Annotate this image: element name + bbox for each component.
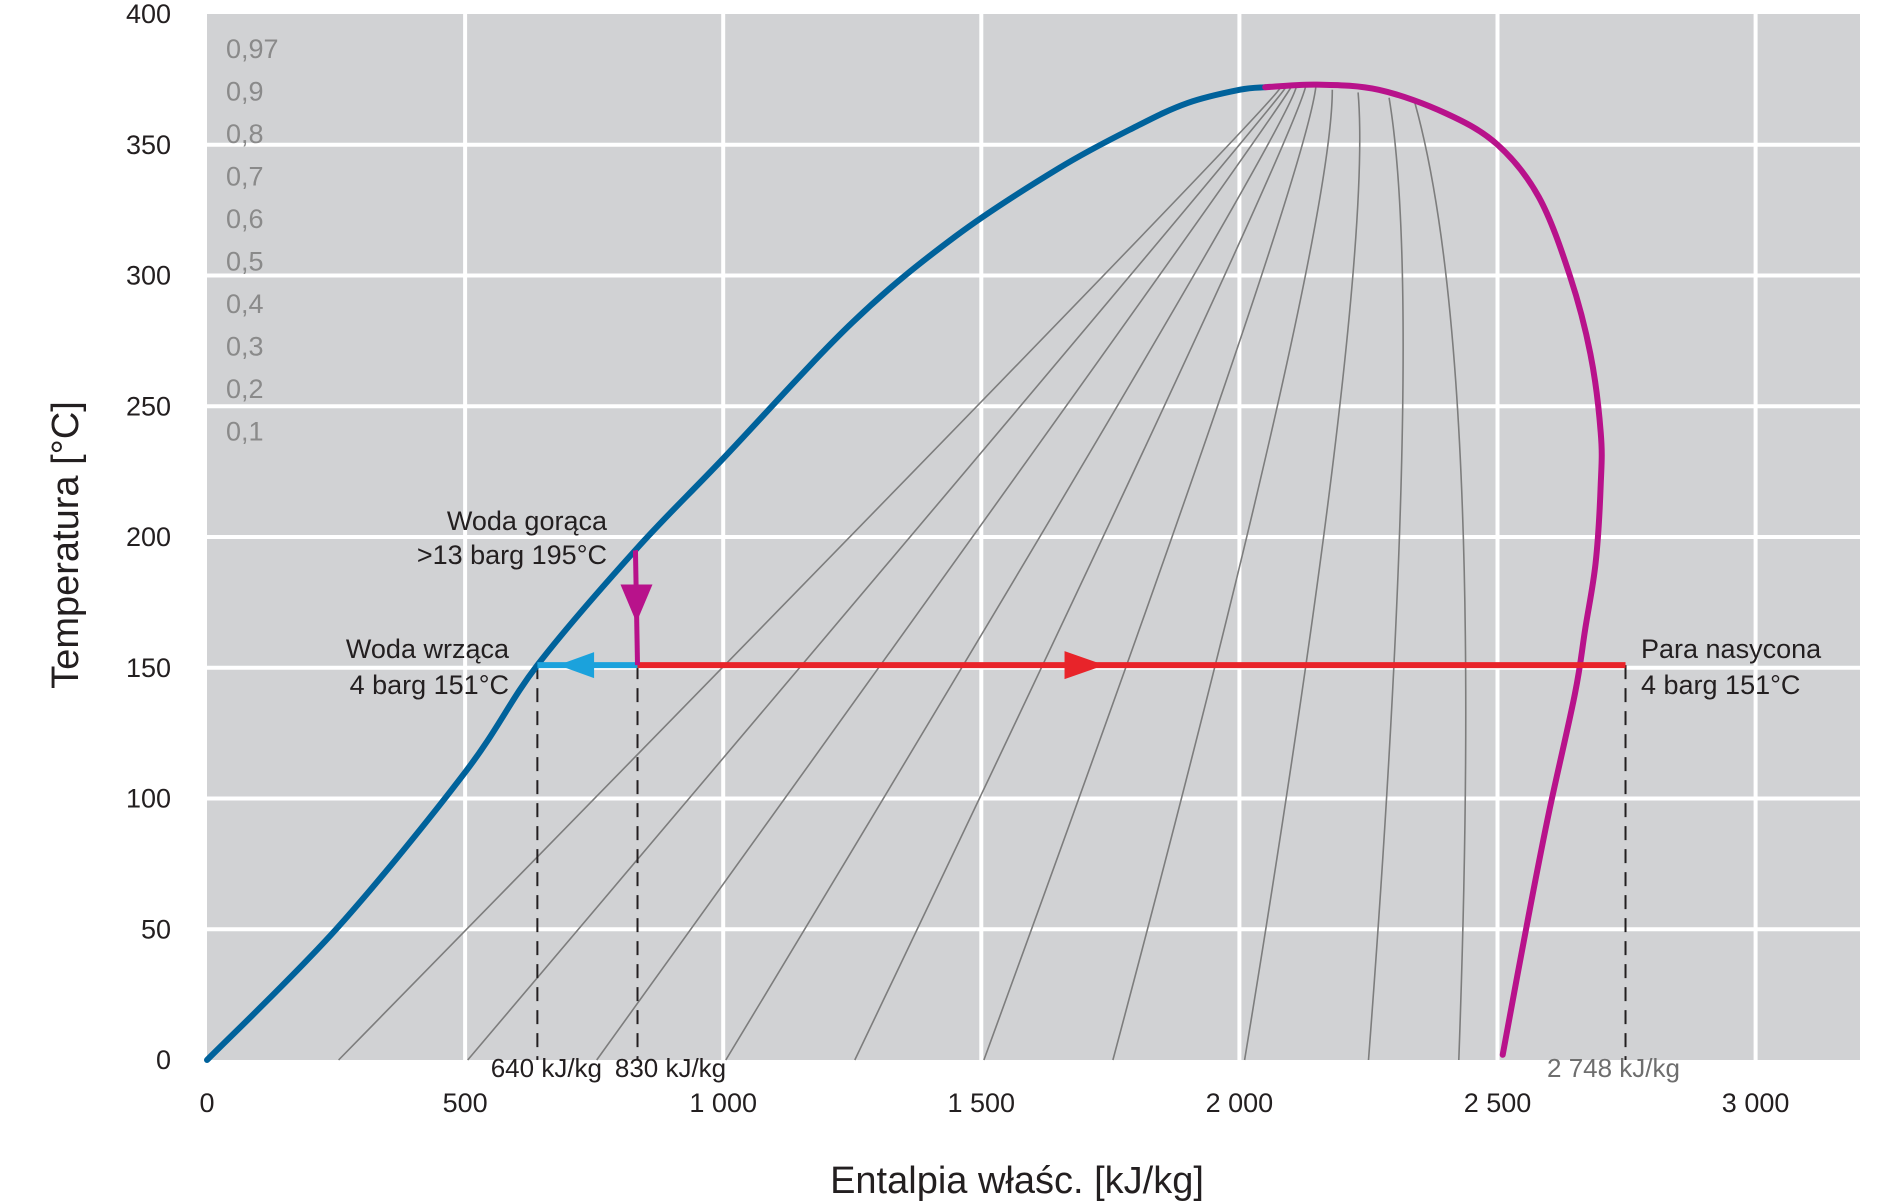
quality-label-5: 0,5 [226,247,264,277]
quality-line-8 [1367,97,1404,1061]
marker-label-2: 2 748 kJ/kg [1547,1053,1680,1083]
process-lines [537,550,1626,680]
quality-line-1 [467,86,1287,1061]
marker-label-0: 640 kJ/kg [491,1053,602,1083]
x-tick-label-6: 3 000 [1722,1088,1790,1118]
quality-line-9 [1414,102,1467,1061]
y-tick-label-8: 400 [126,0,171,29]
evaporation-arrowhead [1064,651,1105,680]
quality-line-6 [1112,89,1334,1061]
saturated-liquid-line [204,84,1269,1063]
quality-label-1: 0,9 [226,77,264,107]
quality-line-4 [854,86,1307,1061]
annotation-boiling-water-line1: Woda wrząca [346,634,510,664]
y-axis-title: Temperatura [°C] [45,401,87,689]
quality-lines [338,86,1467,1061]
quality-label-9: 0,1 [226,417,264,447]
enthalpy-markers [536,665,1627,1060]
saturated-vapor-line [1262,81,1605,1058]
y-tick-label-2: 100 [126,784,171,814]
y-tick-label-0: 0 [156,1045,171,1075]
annotation-hot-water-line2: >13 barg 195°C [417,540,607,570]
annotation-saturated-steam-line1: Para nasycona [1641,634,1822,664]
quality-label-0: 0,97 [226,34,279,64]
quality-label-4: 0,6 [226,204,264,234]
quality-line-0 [338,86,1282,1061]
x-tick-label-1: 500 [443,1088,488,1118]
flash-arrowhead [620,584,653,623]
x-tick-labels: 0 500 1 000 1 500 2 000 2 500 3 000 [199,1088,1789,1118]
x-tick-label-2: 1 000 [689,1088,757,1118]
quality-line-2 [596,86,1292,1061]
enthalpy-marker-labels: 640 kJ/kg 830 kJ/kg 2 748 kJ/kg [491,1053,1680,1083]
x-tick-label-5: 2 500 [1464,1088,1532,1118]
y-tick-label-5: 250 [126,391,171,421]
annotation-saturated-steam-line2: 4 barg 151°C [1641,670,1800,700]
x-tick-label-3: 1 500 [948,1088,1016,1118]
y-tick-label-6: 300 [126,261,171,291]
quality-label-3: 0,7 [226,162,264,192]
y-tick-labels: 0 50 100 150 200 250 300 350 400 [126,0,171,1075]
x-axis-title: Entalpia właśc. [kJ/kg] [830,1160,1204,1201]
y-tick-label-7: 350 [126,130,171,160]
quality-line-7 [1243,92,1361,1061]
quality-label-2: 0,8 [226,119,264,149]
annotation-hot-water-line1: Woda gorąca [447,506,608,536]
y-tick-label-3: 150 [126,653,171,683]
y-tick-label-1: 50 [141,914,171,944]
grid-lines [207,14,1860,1060]
condensation-arrowhead [558,652,595,679]
y-tick-label-4: 200 [126,522,171,552]
quality-labels: 0,97 0,9 0,8 0,7 0,6 0,5 0,4 0,3 0,2 0,1 [226,34,279,447]
saturation-curves [204,81,1605,1063]
quality-line-3 [725,86,1297,1061]
annotation-boiling-water-line2: 4 barg 151°C [350,670,509,700]
x-tick-label-4: 2 000 [1206,1088,1274,1118]
quality-label-7: 0,3 [226,332,264,362]
marker-label-1: 830 kJ/kg [615,1053,726,1083]
x-tick-label-0: 0 [199,1088,214,1118]
quality-label-8: 0,2 [226,374,264,404]
quality-line-5 [983,87,1317,1061]
quality-label-6: 0,4 [226,289,264,319]
